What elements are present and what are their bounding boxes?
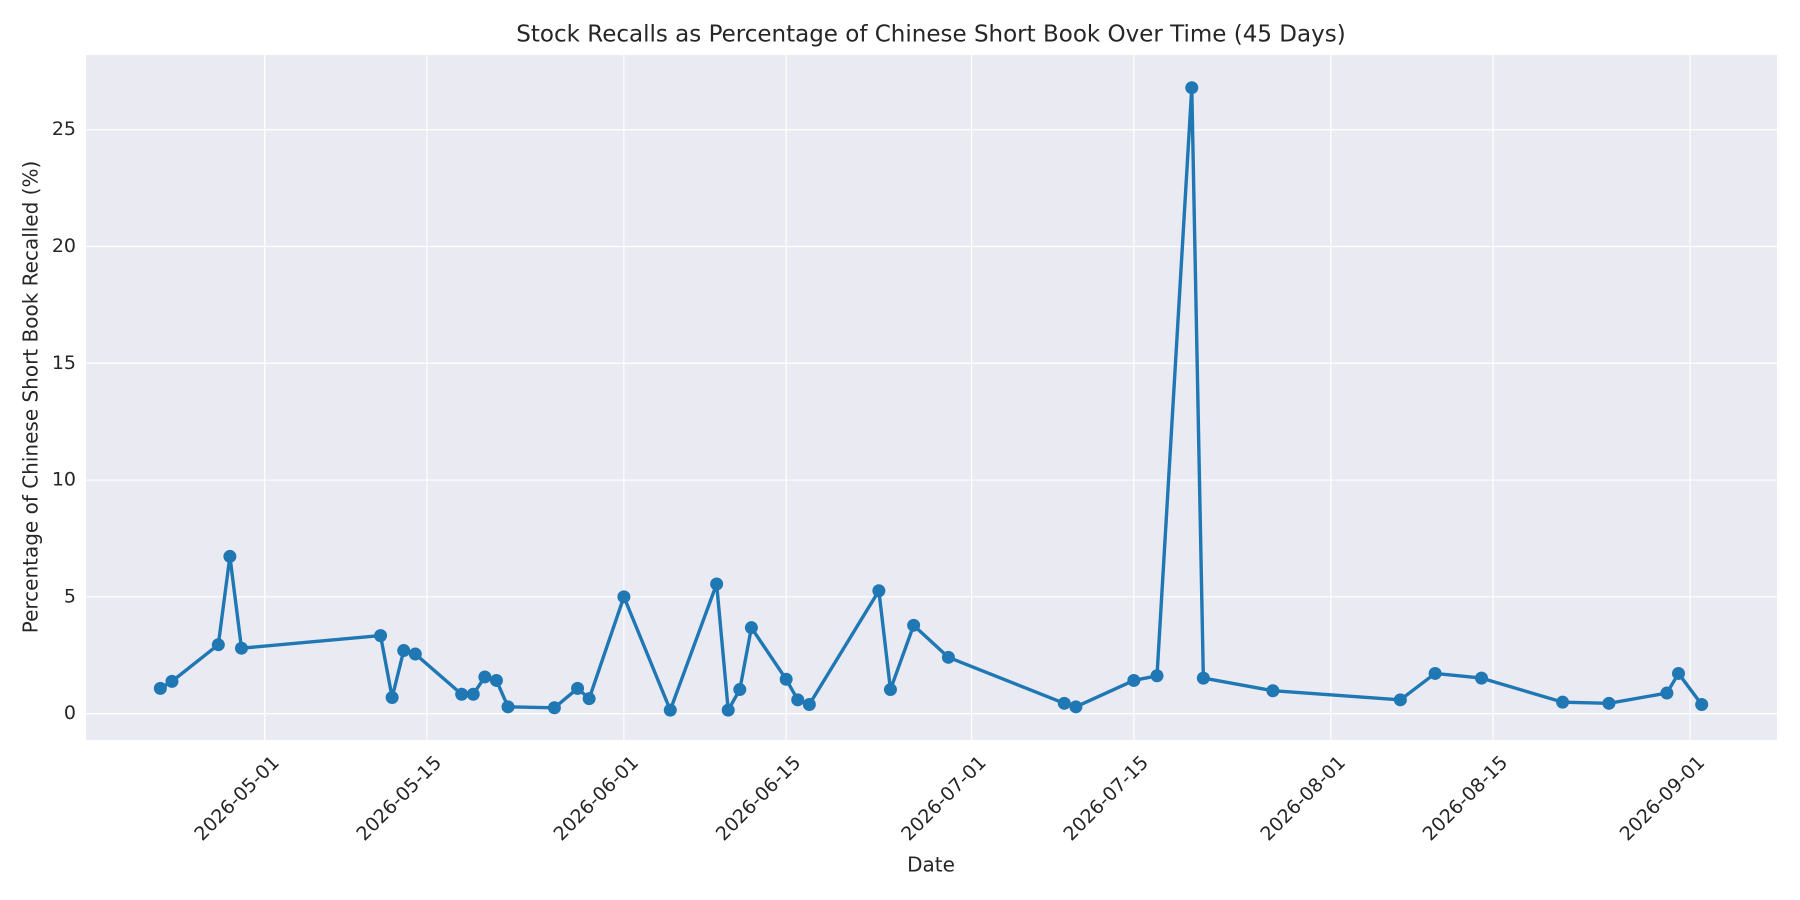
data-point	[1266, 684, 1280, 698]
y-tick-label: 0	[64, 702, 76, 724]
data-point	[663, 703, 677, 717]
data-point	[1556, 695, 1570, 709]
x-tick-label: 2026-05-01	[190, 752, 284, 846]
data-point	[779, 672, 793, 686]
data-point	[571, 681, 585, 695]
data-point	[733, 683, 747, 697]
data-point	[478, 670, 492, 684]
data-point	[791, 693, 805, 707]
x-tick-label: 2026-06-01	[549, 752, 643, 846]
y-tick-label: 15	[52, 352, 76, 374]
data-point	[710, 577, 724, 591]
data-point	[374, 629, 388, 643]
data-point	[1671, 666, 1685, 680]
data-point	[466, 687, 480, 701]
data-point	[721, 703, 735, 717]
data-point	[408, 647, 422, 661]
x-tick-label: 2026-07-15	[1059, 752, 1153, 846]
data-point	[1150, 669, 1164, 683]
x-tick-label: 2026-07-01	[897, 752, 991, 846]
data-point	[211, 638, 225, 652]
data-point	[1057, 696, 1071, 710]
data-point	[455, 687, 469, 701]
data-point	[1695, 698, 1709, 712]
y-tick-label: 10	[52, 469, 76, 491]
data-point	[234, 641, 248, 655]
plot-area	[86, 55, 1777, 740]
data-point	[883, 683, 897, 697]
data-point	[907, 618, 921, 632]
data-point	[1660, 686, 1674, 700]
data-point	[582, 692, 596, 706]
x-axis-label: Date	[907, 853, 955, 877]
chart-title: Stock Recalls as Percentage of Chinese S…	[516, 22, 1345, 48]
data-point	[489, 673, 503, 687]
y-tick-label: 25	[52, 118, 76, 140]
x-tick-label: 2026-08-15	[1419, 752, 1513, 846]
x-tick-label: 2026-05-15	[352, 752, 446, 846]
x-tick-label: 2026-06-15	[712, 752, 806, 846]
data-point	[1196, 671, 1210, 685]
y-axis-label: Percentage of Chinese Short Book Recalle…	[19, 161, 43, 634]
data-point	[153, 681, 167, 695]
y-tick-label: 5	[64, 585, 76, 607]
data-point	[941, 650, 955, 664]
data-point	[802, 698, 816, 712]
x-tick-label: 2026-09-01	[1616, 752, 1710, 846]
data-point	[617, 590, 631, 604]
data-point	[744, 621, 758, 635]
data-point	[1069, 700, 1083, 714]
data-point	[1474, 671, 1488, 685]
data-point	[1393, 693, 1407, 707]
x-tick-label: 2026-08-01	[1256, 752, 1350, 846]
data-point	[385, 690, 399, 704]
data-point	[1185, 81, 1199, 95]
data-point	[397, 644, 411, 658]
data-point	[501, 700, 515, 714]
data-point	[547, 701, 561, 715]
data-point	[872, 584, 886, 598]
data-point	[1428, 666, 1442, 680]
y-tick-label: 20	[52, 235, 76, 257]
data-point	[1602, 696, 1616, 710]
data-point	[1127, 673, 1141, 687]
data-point	[165, 674, 179, 688]
data-point	[223, 549, 237, 563]
